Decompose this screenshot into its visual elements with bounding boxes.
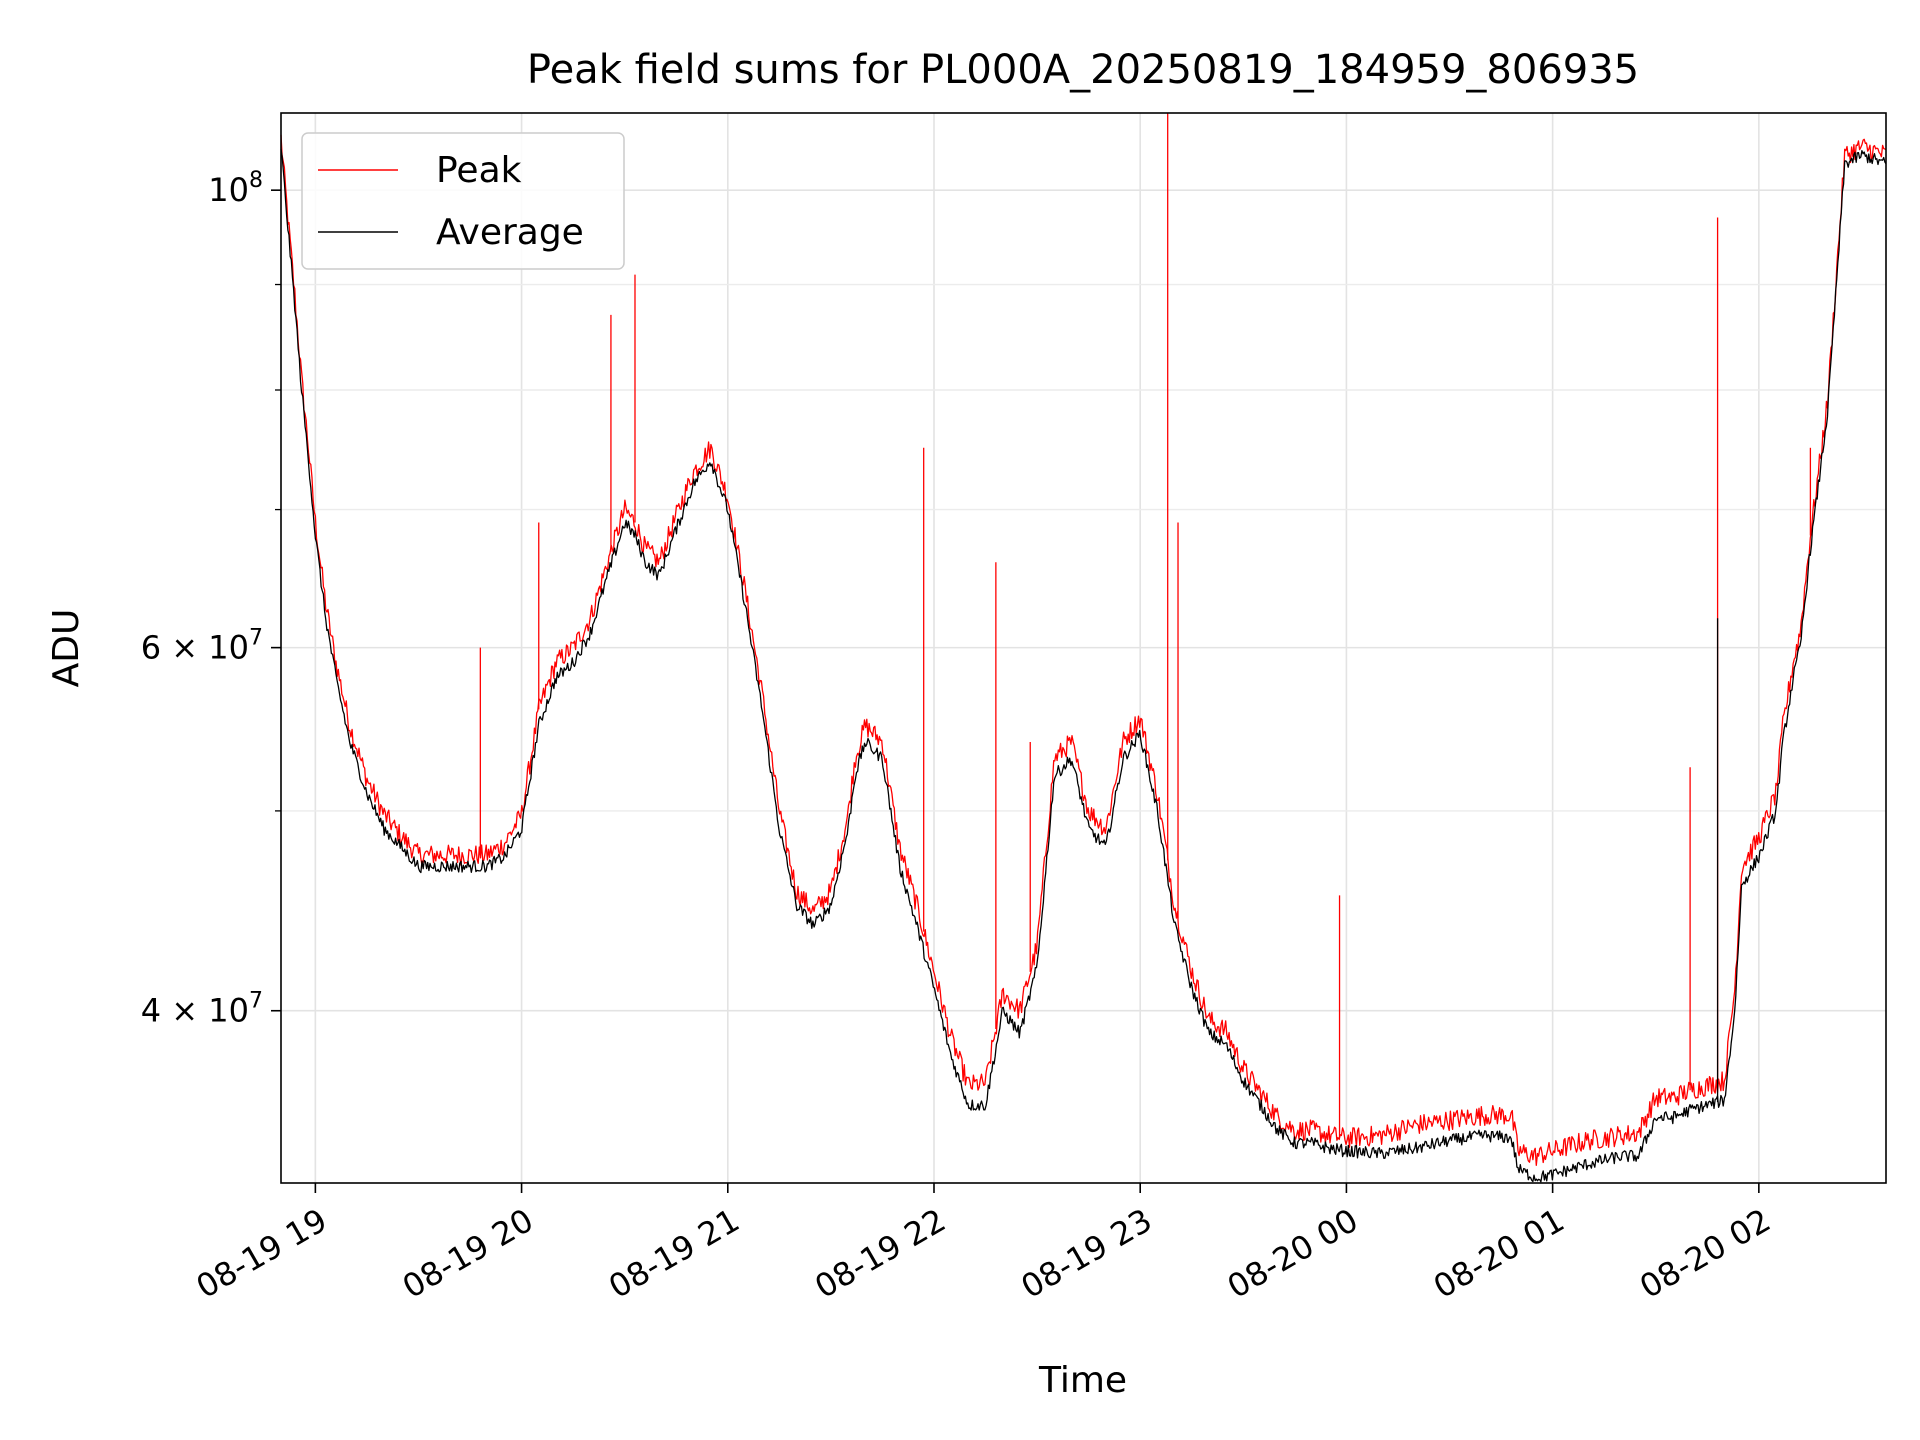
x-tick-label: 08-19 23 [1015,1201,1159,1306]
series-line-average [280,148,1887,1183]
x-tick-label: 08-19 20 [396,1201,540,1306]
grid [281,113,1886,1183]
y-tick-label: 108 [208,168,263,209]
legend-box [301,132,625,270]
y-tick-label: 6 × 107 [141,626,263,667]
x-tick-label: 08-19 21 [602,1201,746,1306]
axes: 08-19 19 08-19 20 08-19 21 08-19 22 08-19 23… [141,168,1777,1306]
y-axis-label: ADU [46,609,87,688]
series-line-peak [280,134,1887,1166]
legend-label-average: Average [436,212,584,253]
x-tick-label: 08-19 19 [190,1201,334,1306]
y-tick-label: 4 × 107 [141,989,263,1030]
x-axis-label: Time [1038,1360,1127,1401]
series-layer [280,113,1887,1183]
legend: Peak Average [301,132,625,270]
legend-label-peak: Peak [436,150,522,191]
x-tick-label: 08-20 01 [1427,1201,1571,1306]
chart-title: Peak field sums for PL000A_20250819_1849… [527,47,1639,93]
x-tick-label: 08-20 02 [1633,1201,1777,1306]
x-tick-label: 08-20 00 [1221,1201,1365,1306]
x-tick-label: 08-19 22 [808,1201,952,1306]
